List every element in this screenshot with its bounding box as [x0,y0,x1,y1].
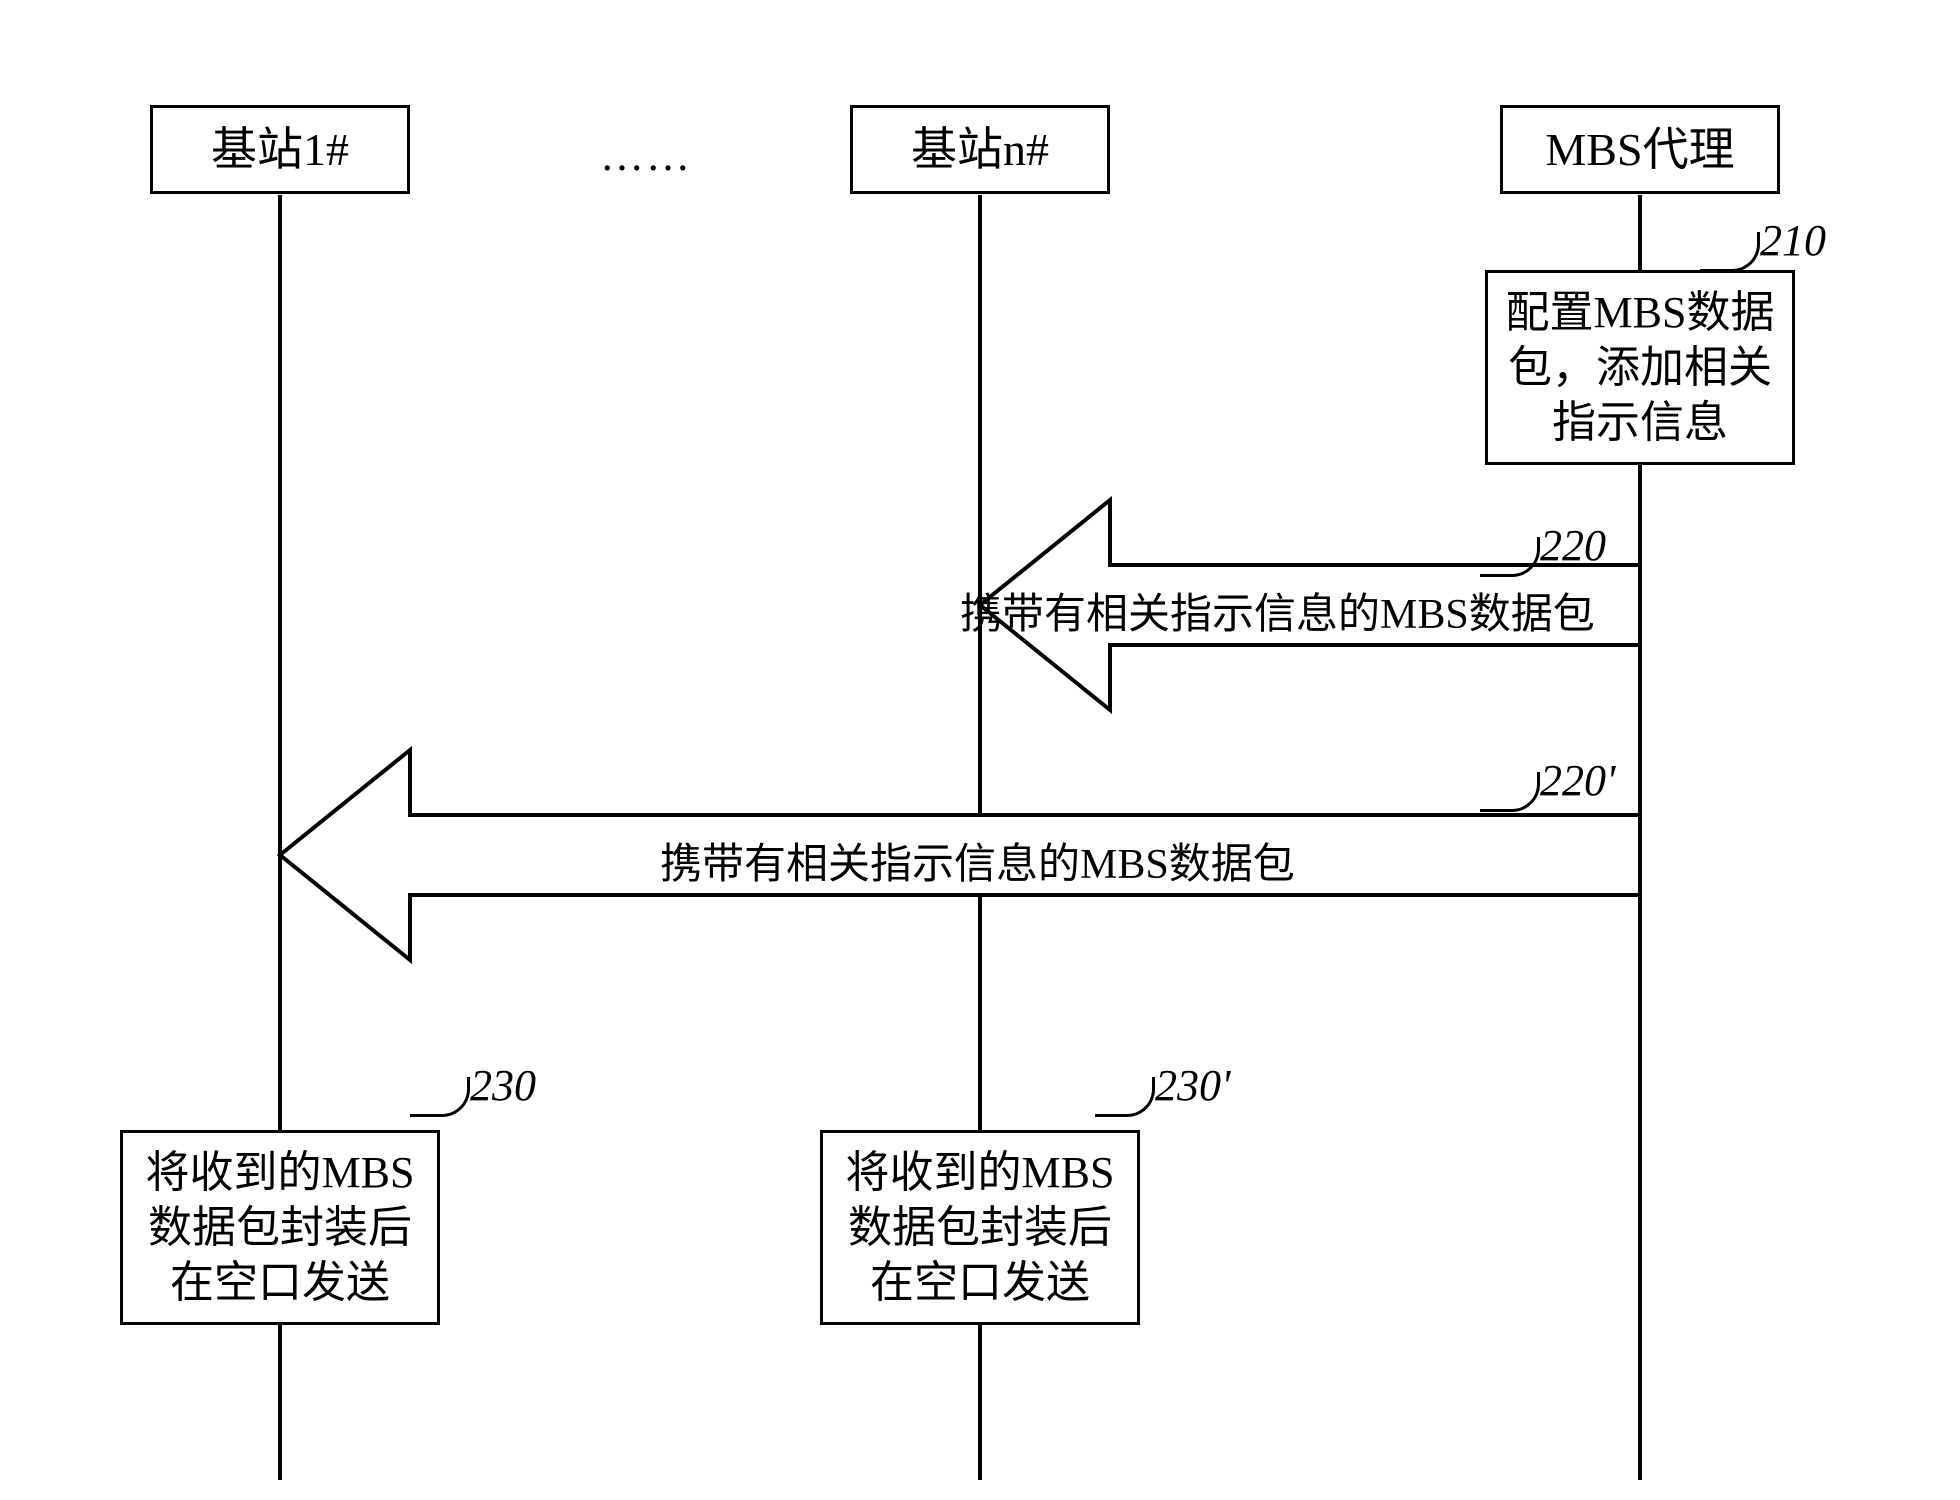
box-line: 配置MBS数据 [1498,285,1782,340]
lifeline-bsn-bottom [978,1320,982,1480]
box-line: 数据包封装后 [833,1200,1127,1255]
message-label-220: 携带有相关指示信息的MBS数据包 [960,580,1595,641]
process-box-230: 将收到的MBS 数据包封装后 在空口发送 [120,1130,440,1325]
box-line: 包，添加相关 [1498,340,1782,395]
box-line: 将收到的MBS [833,1145,1127,1200]
box-line: 在空口发送 [833,1255,1127,1310]
message-label-220p: 携带有相关指示信息的MBS数据包 [660,830,1295,891]
box-line: 指示信息 [1498,395,1782,450]
lifeline-bs1-top [278,195,282,1130]
lane-header-bsn: 基站n# [850,105,1110,194]
lane-header-bs1: 基站1# [150,105,410,194]
ref-label-220p: 220' [1540,755,1615,806]
box-line: 将收到的MBS [133,1145,427,1200]
lifeline-mbs-top [1638,195,1642,270]
lifeline-bs1-bottom [278,1320,282,1480]
ref-label-230p: 230' [1155,1060,1230,1111]
lane-header-mbs: MBS代理 [1500,105,1780,194]
lane-label: 基站n# [911,124,1049,175]
process-box-230p: 将收到的MBS 数据包封装后 在空口发送 [820,1130,1140,1325]
ref-label-210: 210 [1760,215,1826,266]
ref-label-230: 230 [470,1060,536,1111]
ref-tick-230p [1095,1077,1155,1117]
box-line: 数据包封装后 [133,1200,427,1255]
ellipsis: …… [600,130,692,181]
ref-label-220: 220 [1540,520,1606,571]
ref-tick-210 [1700,232,1760,272]
sequence-diagram: 基站1# 基站n# MBS代理 …… 配置MBS数据 包，添加相关 指示信息 2… [0,0,1960,1500]
ref-tick-230 [410,1077,470,1117]
box-line: 在空口发送 [133,1255,427,1310]
process-box-210: 配置MBS数据 包，添加相关 指示信息 [1485,270,1795,465]
lane-label: MBS代理 [1545,124,1734,175]
lane-label: 基站1# [211,124,349,175]
